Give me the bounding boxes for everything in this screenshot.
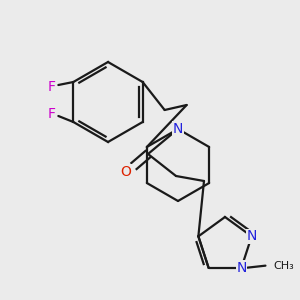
- Text: N: N: [236, 261, 247, 275]
- Text: CH₃: CH₃: [274, 261, 294, 271]
- Text: N: N: [173, 122, 183, 136]
- Text: F: F: [47, 107, 56, 121]
- Text: N: N: [246, 229, 257, 243]
- Text: O: O: [121, 165, 131, 179]
- Text: F: F: [47, 80, 56, 94]
